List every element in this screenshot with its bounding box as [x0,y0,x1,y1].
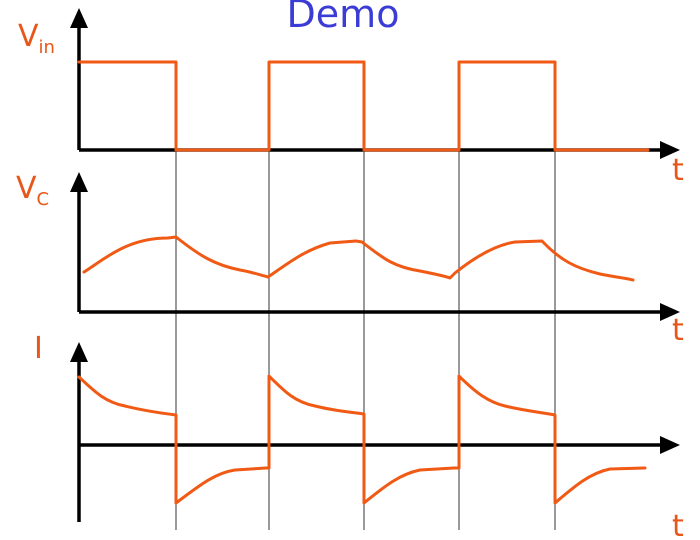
up-arrowhead-icon [70,342,88,362]
vin-x-label: t [672,153,684,188]
right-arrowhead-icon [660,141,680,159]
vc-panel: VC t [16,171,684,348]
vin-y-label: Vin [18,19,55,58]
i-panel: I t [34,331,684,540]
vc-y-label: VC [16,171,49,210]
i-x-label: t [672,509,684,540]
diagram-title: Demo [287,0,400,36]
i-y-label: I [34,331,43,366]
vin-square-wave [77,60,650,152]
vc-x-label: t [672,313,684,348]
up-arrowhead-icon [70,172,88,192]
up-arrowhead-icon [70,8,88,28]
right-arrowhead-icon [660,436,680,454]
vin-panel: Vin t [18,8,684,188]
right-arrowhead-icon [660,303,680,321]
i-current-wave [77,374,647,505]
vc-capacitor-voltage-wave [82,235,635,282]
